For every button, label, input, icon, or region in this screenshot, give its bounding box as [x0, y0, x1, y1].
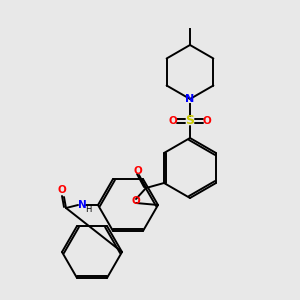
Text: N: N: [185, 94, 195, 104]
Text: N: N: [78, 200, 86, 210]
Text: O: O: [202, 116, 211, 126]
Text: O: O: [58, 185, 66, 195]
Text: O: O: [134, 166, 142, 176]
Text: H: H: [85, 206, 91, 214]
Text: S: S: [185, 115, 194, 128]
Text: O: O: [169, 116, 177, 126]
Text: O: O: [132, 196, 140, 206]
